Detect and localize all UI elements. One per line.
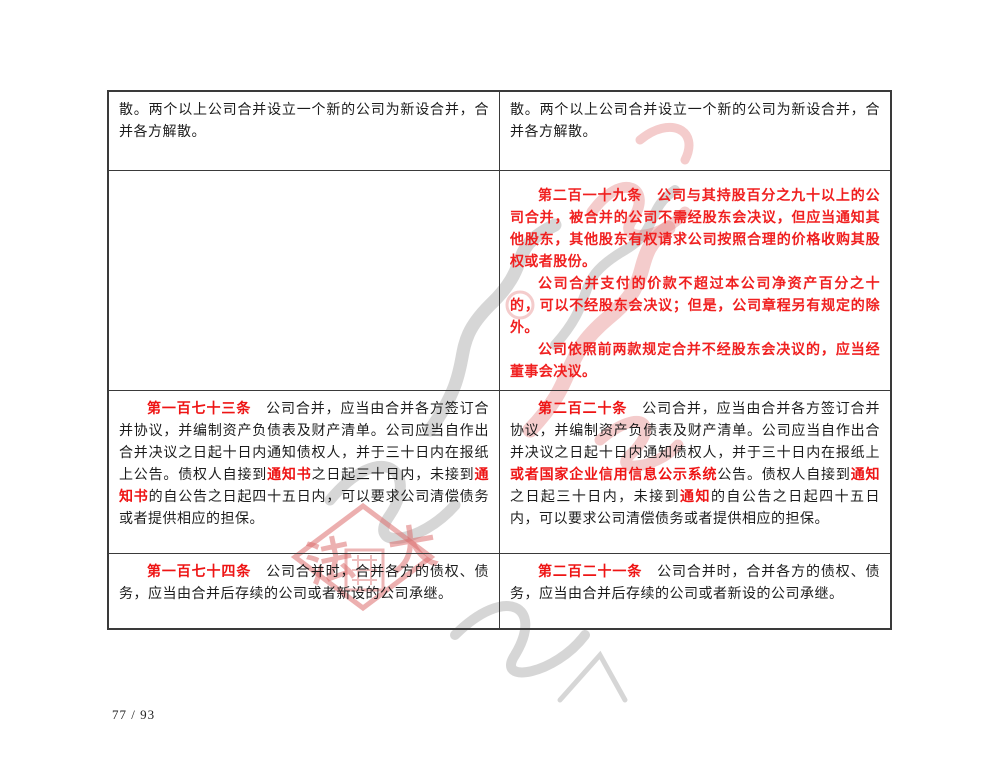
- text-run: 的自公告之日起四十五日内，可以要求公司清偿债务或者提供相应的担保。: [510, 489, 881, 527]
- paragraph: 第一百七十三条 公司合并，应当由合并各方签订合并协议，并编制资产负债表及财产清单…: [119, 399, 489, 531]
- text-run: 公告。债权人自接到: [717, 467, 851, 483]
- highlighted-text-run: 第一百七十三条: [147, 401, 267, 417]
- highlighted-text-run: 或者国家企业信用信息公示系统: [510, 467, 718, 483]
- highlighted-text-run: 通知书: [119, 467, 489, 505]
- highlighted-text-run: 通知: [680, 489, 711, 505]
- cell-new-law-row-2: 第二百一十九条 公司与其持股百分之九十以上的公司合并，被合并的公司不需经股东会决…: [499, 169, 892, 391]
- cell-new-law-row-3: 第二百二十条 公司合并，应当由合并各方签订合并协议，并编制资产负债表及财产清单。…: [499, 389, 892, 554]
- highlighted-text-run: 通知: [850, 467, 880, 483]
- highlighted-text-run: 公司依照前两款规定合并不经股东会决议的，应当经董事会决议。: [510, 340, 880, 379]
- highlighted-text-run: 公司合并支付的价款不超过本公司净资产百分之十的，可以不经股东会决议；但是，公司章…: [510, 274, 880, 335]
- text-run: 公司合并，应当由合并各方签订合并协议，并编制资产负债表及财产清单。公司应当自作出…: [510, 401, 881, 461]
- paragraph: 公司合并支付的价款不超过本公司净资产百分之十的，可以不经股东会决议；但是，公司章…: [510, 272, 880, 338]
- law-comparison-table: 散。两个以上公司合并设立一个新的公司为新设合并，合并各方解散。 散。两个以上公司合…: [107, 90, 892, 630]
- paragraph: 散。两个以上公司合并设立一个新的公司为新设合并，合并各方解散。: [119, 100, 489, 144]
- text-run: 之日起三十日内，未接到: [510, 489, 681, 505]
- comparison-table-body: 散。两个以上公司合并设立一个新的公司为新设合并，合并各方解散。 散。两个以上公司合…: [107, 90, 892, 630]
- cell-old-law-row-3: 第一百七十三条 公司合并，应当由合并各方签订合并协议，并编制资产负债表及财产清单…: [107, 389, 500, 554]
- cell-old-law-row-1: 散。两个以上公司合并设立一个新的公司为新设合并，合并各方解散。: [107, 90, 500, 171]
- table-row: 第一百七十三条 公司合并，应当由合并各方签订合并协议，并编制资产负债表及财产清单…: [107, 389, 892, 554]
- cell-new-law-row-4: 第二百二十一条 公司合并时，合并各方的债权、债务，应当由合并后存续的公司或者新设…: [499, 552, 892, 630]
- highlighted-text-run: 通知书: [267, 467, 312, 483]
- text-run: 公司合并，应当由合并各方签订合并协议，并编制资产负债表及财产清单。公司应当自作出…: [119, 401, 490, 483]
- paragraph: 第二百二十一条 公司合并时，合并各方的债权、债务，应当由合并后存续的公司或者新设…: [510, 562, 880, 606]
- cell-new-law-row-1: 散。两个以上公司合并设立一个新的公司为新设合并，合并各方解散。: [499, 90, 892, 171]
- highlighted-text-run: 第二百一十九条 公司与其持股百分之九十以上的公司合并，被合并的公司不需经股东会决…: [510, 186, 880, 269]
- paragraph: 公司依照前两款规定合并不经股东会决议的，应当经董事会决议。: [510, 338, 880, 382]
- text-run: 公司合并时，合并各方的债权、债务，应当由合并后存续的公司或者新设的公司承继。: [119, 564, 490, 602]
- cell-old-law-row-4: 第一百七十四条 公司合并时，合并各方的债权、债务，应当由合并后存续的公司或者新设…: [107, 552, 500, 630]
- paragraph: 第一百七十四条 公司合并时，合并各方的债权、债务，应当由合并后存续的公司或者新设…: [119, 562, 489, 606]
- table-row: 散。两个以上公司合并设立一个新的公司为新设合并，合并各方解散。 散。两个以上公司合…: [107, 90, 892, 171]
- text-run: 公司合并时，合并各方的债权、债务，应当由合并后存续的公司或者新设的公司承继。: [510, 564, 881, 602]
- paragraph: 第二百二十条 公司合并，应当由合并各方签订合并协议，并编制资产负债表及财产清单。…: [510, 399, 880, 531]
- paragraph: 散。两个以上公司合并设立一个新的公司为新设合并，合并各方解散。: [510, 100, 880, 144]
- page-number: 77 / 93: [112, 707, 156, 722]
- text-run: 的自公告之日起四十五日内，可以要求公司清偿债务或者提供相应的担保。: [119, 489, 489, 527]
- table-row: 第二百一十九条 公司与其持股百分之九十以上的公司合并，被合并的公司不需经股东会决…: [107, 169, 892, 391]
- table-row: 第一百七十四条 公司合并时，合并各方的债权、债务，应当由合并后存续的公司或者新设…: [107, 552, 892, 630]
- text-run: 之日起三十日内，未接到: [311, 467, 475, 483]
- text-run: 散。两个以上公司合并设立一个新的公司为新设合并，合并各方解散。: [510, 103, 880, 140]
- cell-old-law-row-2: [107, 169, 500, 391]
- highlighted-text-run: 第二百二十一条: [538, 564, 658, 580]
- highlighted-text-run: 第一百七十四条: [147, 564, 267, 580]
- text-run: 散。两个以上公司合并设立一个新的公司为新设合并，合并各方解散。: [119, 103, 489, 140]
- highlighted-text-run: 第二百二十条: [538, 401, 643, 417]
- paragraph: 第二百一十九条 公司与其持股百分之九十以上的公司合并，被合并的公司不需经股东会决…: [510, 184, 880, 272]
